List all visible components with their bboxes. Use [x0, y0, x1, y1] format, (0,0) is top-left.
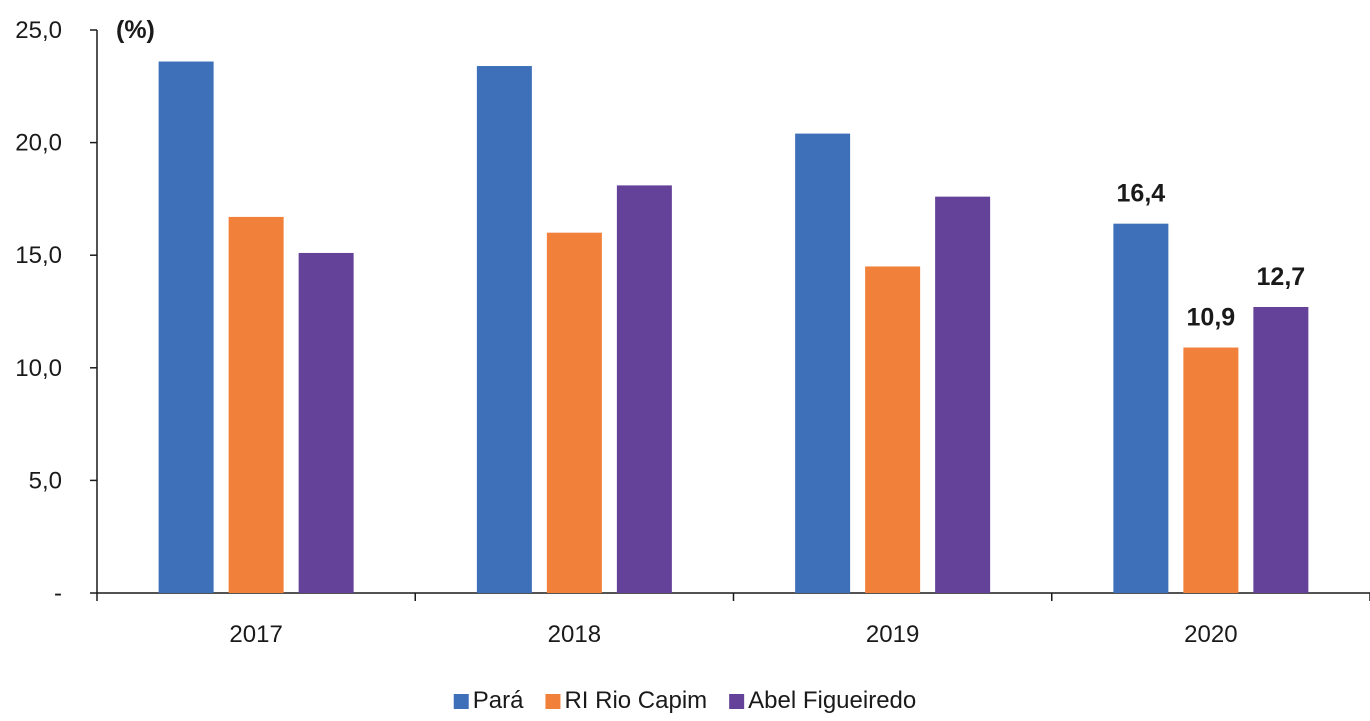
legend-swatch [729, 694, 745, 709]
legend: Pará RI Rio Capim Abel Figueiredo [453, 687, 916, 714]
y-tick-label: 25,0 [15, 17, 62, 44]
x-axis: 2017 2018 2019 2020 [96, 592, 1370, 648]
bar-ri-rio-capim-2019 [865, 266, 921, 593]
legend-item: Pará [453, 687, 524, 714]
x-tick-label: 2018 [548, 621, 601, 648]
legend-label: RI Rio Capim [564, 687, 707, 714]
bar-abel-figueiredo-2019 [935, 196, 991, 593]
y-tick-label: 20,0 [15, 130, 62, 157]
y-tick-label: - [54, 580, 62, 607]
data-label: 12,7 [1257, 263, 1306, 291]
bar-par--2020 [1113, 223, 1169, 593]
bar-ri-rio-capim-2018 [546, 232, 602, 593]
legend-label: Abel Figueiredo [748, 687, 916, 714]
y-tick-label: 15,0 [15, 242, 62, 269]
bar-abel-figueiredo-2017 [298, 252, 354, 593]
legend-swatch [453, 694, 469, 709]
y-tick-label: 10,0 [15, 355, 62, 382]
legend-swatch [545, 694, 561, 709]
data-label: 10,9 [1187, 304, 1236, 332]
bar-par--2017 [158, 61, 214, 593]
bar-ri-rio-capim-2020 [1183, 347, 1239, 593]
bar-par--2019 [795, 133, 851, 594]
bar-abel-figueiredo-2018 [616, 185, 672, 593]
data-labels: 16,4 10,9 12,7 [1117, 180, 1306, 332]
bars [158, 61, 1309, 594]
data-label: 16,4 [1117, 180, 1166, 208]
x-tick-label: 2019 [866, 621, 919, 648]
y-axis: - 5,0 10,0 15,0 20,0 25,0 [15, 17, 98, 607]
y-unit-label: (%) [116, 16, 155, 44]
legend-label: Pará [473, 687, 524, 714]
legend-item: RI Rio Capim [545, 687, 707, 714]
y-tick-label: 5,0 [29, 467, 62, 494]
bar-par--2018 [476, 66, 532, 594]
x-tick-label: 2020 [1184, 621, 1237, 648]
bar-ri-rio-capim-2017 [228, 216, 284, 593]
x-tick-label: 2017 [229, 621, 282, 648]
bar-abel-figueiredo-2020 [1253, 306, 1309, 593]
legend-item: Abel Figueiredo [729, 687, 916, 714]
